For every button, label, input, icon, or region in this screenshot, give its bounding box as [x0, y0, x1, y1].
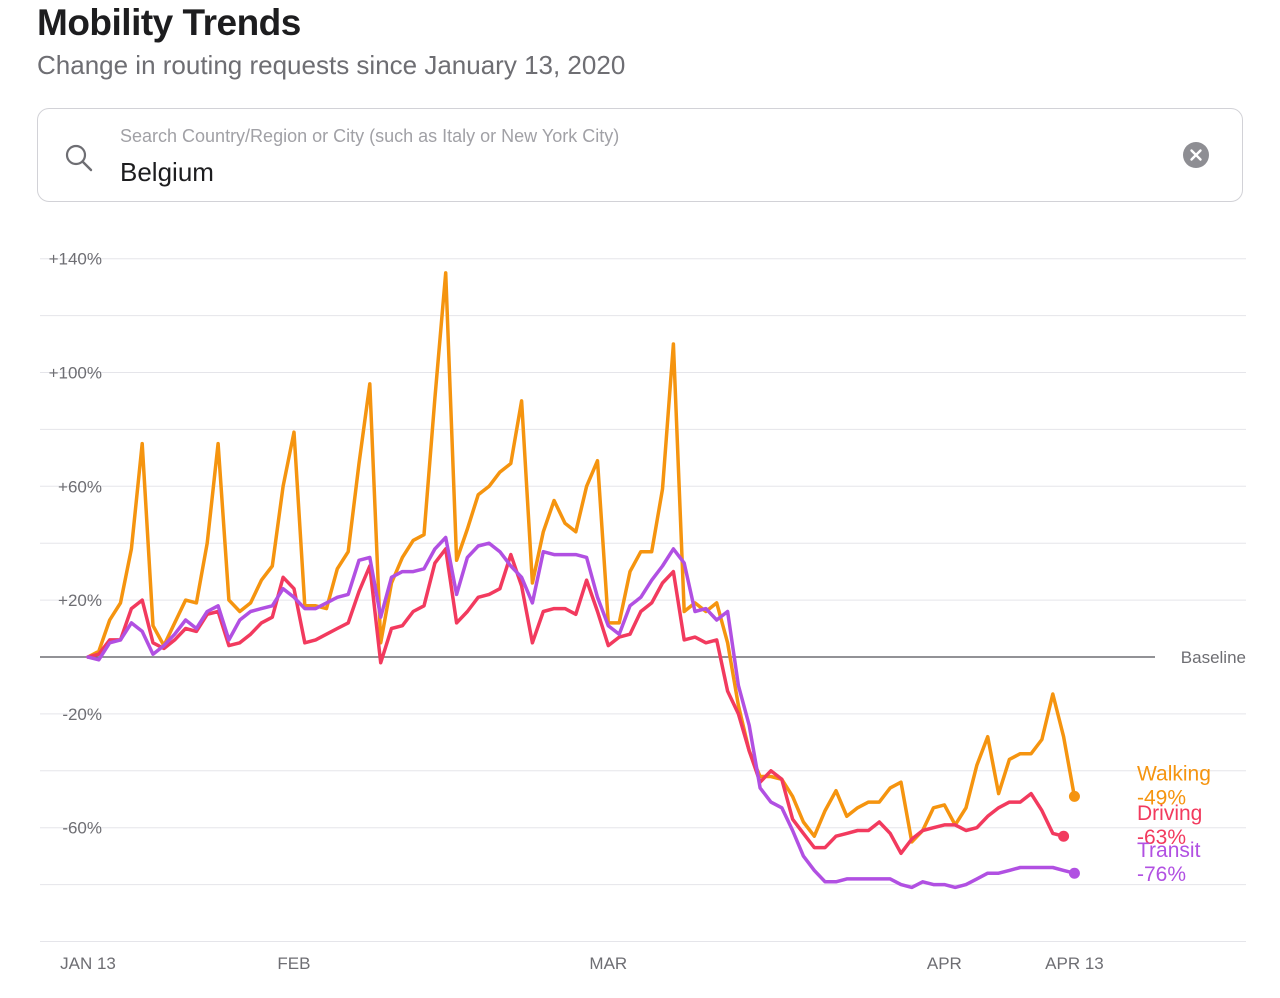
- search-placeholder: Search Country/Region or City (such as I…: [120, 126, 620, 146]
- y-tick-label: +140%: [49, 250, 102, 269]
- y-tick-label: -20%: [62, 705, 102, 724]
- x-tick-label: APR 13: [1045, 954, 1104, 973]
- series-end-point-transit: [1068, 867, 1080, 879]
- series-value-label: -63%: [1137, 826, 1186, 849]
- series-end-point-walking: [1068, 790, 1080, 802]
- search-icon: [65, 144, 93, 172]
- series-value-label: -49%: [1137, 786, 1186, 809]
- x-tick-label: JAN 13: [60, 954, 116, 973]
- x-tick-label: APR: [927, 954, 962, 973]
- search-input[interactable]: [120, 157, 1020, 188]
- y-tick-label: +100%: [49, 364, 102, 383]
- series-value-label: -76%: [1137, 863, 1186, 886]
- series-name-label: Walking: [1137, 762, 1211, 785]
- search-box[interactable]: Search Country/Region or City (such as I…: [37, 108, 1243, 202]
- series-end-point-driving: [1058, 830, 1070, 842]
- series-line-walking: [86, 271, 1077, 844]
- series-line-transit: [86, 535, 1077, 890]
- series-name-label: Driving: [1137, 802, 1202, 825]
- page-title: Mobility Trends: [37, 2, 301, 43]
- mobility-chart: Baseline +140% +100% +60% +20% -20% -60% JAN 13…: [40, 250, 1246, 973]
- baseline-label: Baseline: [1181, 648, 1246, 667]
- y-tick-label: +60%: [58, 477, 102, 496]
- y-tick-label: +20%: [58, 591, 102, 610]
- x-tick-label: MAR: [589, 954, 627, 973]
- series-name-label: Transit: [1137, 839, 1201, 862]
- series-line-driving: [86, 547, 1066, 856]
- x-tick-label: FEB: [277, 954, 310, 973]
- close-circle-icon[interactable]: [1182, 141, 1210, 169]
- y-tick-label: -60%: [62, 819, 102, 838]
- page-subtitle: Change in routing requests since January…: [37, 50, 626, 80]
